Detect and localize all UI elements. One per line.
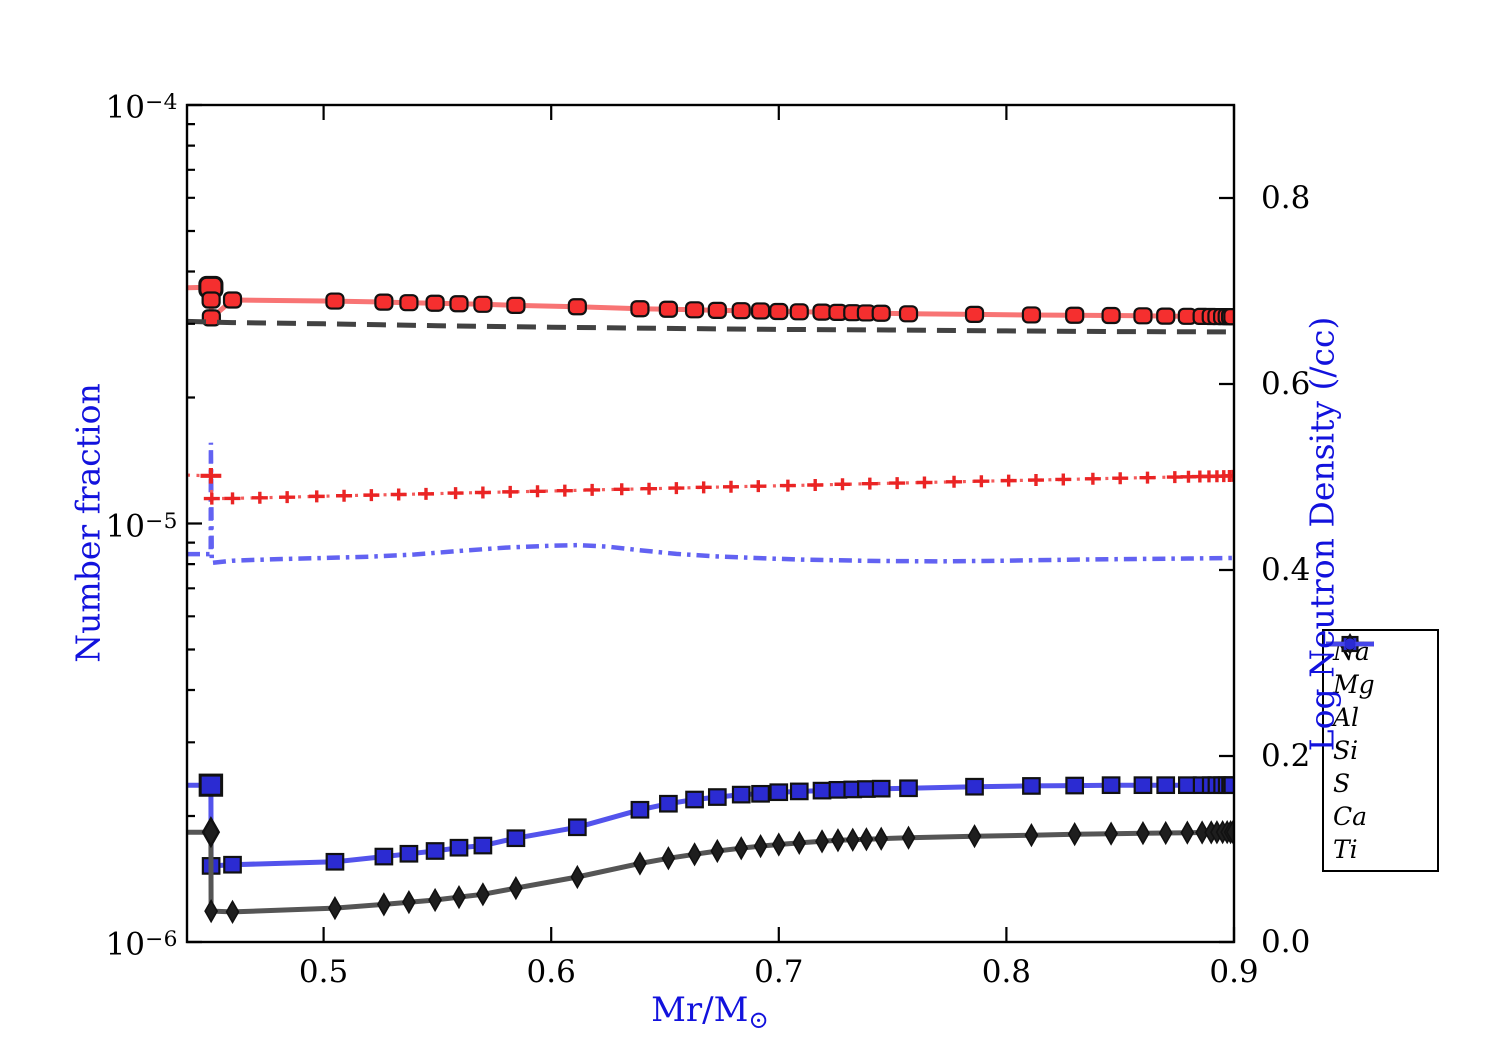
legend-label-ti: Ti: [1333, 835, 1358, 864]
x-tick-label-0.7: 0.7: [754, 954, 804, 990]
legend-sample-ti: [1326, 638, 1374, 650]
series-markers-ca: [201, 816, 1234, 925]
y-left-tick-label-1e−6: 10−6: [105, 926, 178, 963]
x-tick-label-0.5: 0.5: [298, 954, 349, 990]
y-left-axis-label-text: Number fraction: [68, 383, 108, 663]
series-line-ca: [187, 829, 1233, 915]
x-axis-label-subscript: ⊙: [748, 1004, 769, 1034]
legend-entry-ti: Ti: [1326, 638, 1435, 866]
y-left-tick-label-1e−5: 10−5: [105, 508, 178, 545]
y-right-tick-label-0.4: 0.4: [1261, 552, 1311, 588]
legend-entry-si: Si: [1326, 641, 1435, 767]
legend-label-s: S: [1333, 769, 1351, 798]
series-markers-s: [200, 468, 1234, 505]
y-right-axis-label-text: Log Neutron Density (/cc): [1302, 316, 1342, 752]
series-markers-al: [198, 773, 1234, 875]
legend-label-si: Si: [1333, 736, 1359, 765]
y-right-tick-label-0.8: 0.8: [1261, 180, 1311, 216]
y-right-axis-label: Log Neutron Density (/cc): [1303, 317, 1342, 752]
series-line-si: [187, 318, 1234, 335]
legend-entry-s: S: [1326, 638, 1435, 800]
series-layer: [187, 275, 1234, 925]
legend-box: NaMgAlSiSCaTi: [1322, 629, 1439, 872]
legend-entry-ca: Ca: [1326, 632, 1435, 833]
x-tick-label-0.9: 0.9: [1209, 954, 1259, 990]
y-left-tick-label-1e−4: 10−4: [105, 89, 178, 126]
axes-spines: [185, 103, 1236, 944]
x-axis-label: Mr/M⊙: [651, 990, 769, 1034]
y-right-tick-label-0.0: 0.0: [1261, 924, 1311, 960]
legend-label-mg: Mg: [1333, 670, 1375, 699]
y-right-tick-label-0.6: 0.6: [1261, 366, 1311, 402]
axis-ticks: [187, 103, 1236, 944]
x-tick-label-0.8: 0.8: [981, 954, 1032, 990]
x-tick-label-0.6: 0.6: [526, 954, 576, 990]
x-axis-label-text: Mr/M: [651, 990, 749, 1031]
series-line-na: [187, 442, 1234, 566]
y-left-axis-label: Number fraction: [69, 383, 108, 662]
legend-label-ca: Ca: [1333, 802, 1368, 831]
legend-label-al: Al: [1333, 703, 1360, 732]
y-right-tick-label-0.2: 0.2: [1261, 738, 1311, 774]
legend-entry-mg: Mg: [1326, 636, 1435, 701]
legend-entry-al: Al: [1326, 635, 1435, 734]
